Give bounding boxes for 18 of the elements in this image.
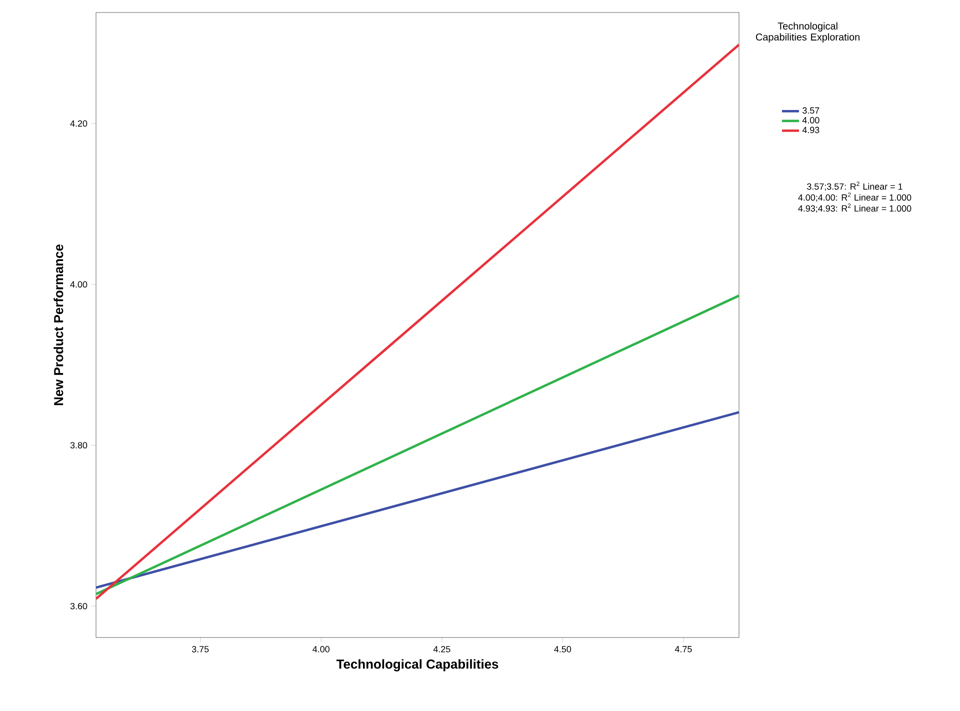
- legend-label: 4.00: [802, 117, 820, 124]
- y-tick-label: 3.80: [70, 442, 88, 448]
- x-tick-label: 4.00: [312, 646, 330, 652]
- y-tick-label: 3.60: [70, 602, 88, 610]
- x-tick-label: 4.50: [554, 646, 572, 652]
- x-tick-label: 4.75: [674, 646, 692, 652]
- x-tick-label: 3.75: [192, 646, 209, 652]
- x-axis-title: Technological Capabilities: [336, 659, 498, 672]
- text: 4.00;4.00: R$^{2}$ Linear = 1.000: [798, 192, 912, 202]
- text: 3.57;3.57: R$^{2}$ Linear = 1: [807, 182, 902, 191]
- legend-label: 4.93: [802, 126, 820, 134]
- legend-title: Technological Capabilities Exploration: [756, 22, 860, 42]
- text: 4.93;4.93: R$^{2}$ Linear = 1.000: [798, 204, 912, 213]
- x-tick-label: 4.25: [433, 646, 450, 652]
- y-tick-label: 4.20: [70, 120, 88, 127]
- y-tick-label: 4.00: [70, 281, 88, 288]
- y-axis-title: New Product Performance: [54, 244, 64, 406]
- legend-label: 3.57: [802, 107, 820, 114]
